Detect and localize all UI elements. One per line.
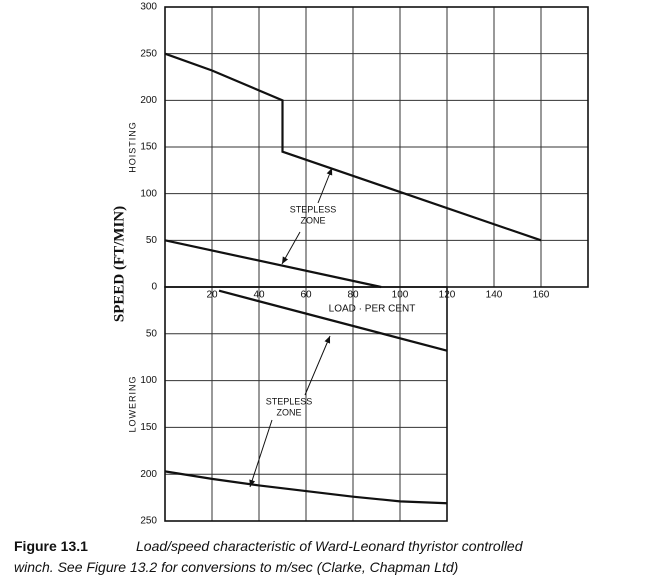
y-tick-label: 100 [140, 188, 157, 199]
plot-frame [164, 286, 448, 522]
y-axis-title: SPEED (FT/MIN) [111, 206, 127, 322]
curve [218, 289, 448, 352]
x-axis-label: LOAD · PER CENT [329, 304, 416, 315]
caption-label: Figure 13.1 [14, 538, 88, 554]
y-axis-label: HOISTING [127, 121, 137, 173]
y-tick-label: 0 [151, 282, 157, 293]
y-tick-label: 100 [140, 375, 157, 386]
annotation: STEPLESS [266, 396, 313, 406]
y-tick-label: 250 [140, 48, 157, 59]
annotation-arrow [304, 335, 331, 396]
y-axis-label: LOWERING [127, 375, 137, 432]
y-tick-label: 200 [140, 469, 157, 480]
annotation-arrow [249, 419, 273, 488]
y-tick-label: 150 [140, 422, 157, 433]
curve [164, 470, 448, 505]
y-tick-label: 250 [140, 516, 157, 527]
y-tick-label: 50 [146, 235, 158, 246]
y-tick-label: 150 [140, 142, 157, 153]
annotation: ZONE [300, 215, 325, 225]
y-tick-label: 300 [140, 2, 157, 13]
y-tick-label: 200 [140, 95, 157, 106]
annotation: ZONE [276, 407, 301, 417]
annotation: STEPLESS [290, 204, 337, 214]
caption-line: Load/speed characteristic of Ward-Leonar… [136, 538, 524, 554]
x-tick-label: 140 [486, 290, 503, 301]
x-tick-label: 160 [533, 290, 550, 301]
curve [164, 239, 382, 289]
annotation-arrow [317, 167, 333, 204]
annotation-arrow [281, 231, 301, 265]
y-tick-label: 50 [146, 328, 158, 339]
curve [164, 52, 542, 242]
caption-line: winch. See Figure 13.2 for conversions t… [14, 559, 458, 575]
